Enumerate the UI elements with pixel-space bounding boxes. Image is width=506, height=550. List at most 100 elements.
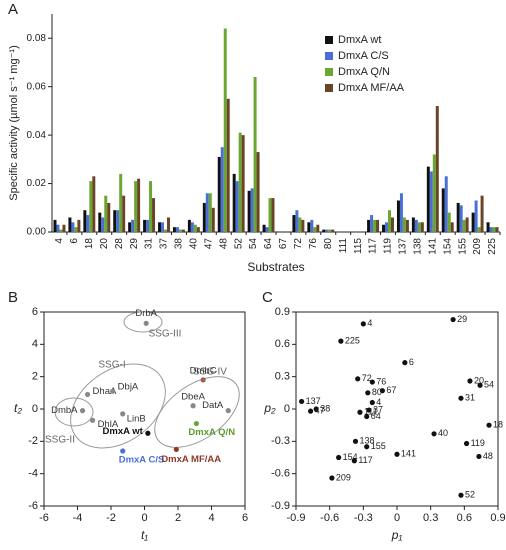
x-tick-label: 72 — [293, 238, 304, 250]
point — [190, 403, 196, 409]
bar — [119, 173, 123, 232]
bar — [83, 210, 87, 232]
bar — [310, 219, 314, 232]
y-tick-label: -4 — [28, 468, 38, 480]
point — [467, 378, 473, 384]
bar — [232, 173, 236, 232]
group-ellipse — [54, 397, 94, 427]
bar — [220, 147, 224, 232]
x-tick-label: 80 — [323, 238, 334, 250]
point — [463, 440, 470, 447]
point-label: 37 — [373, 404, 383, 414]
x-tick-label: -0.6 — [320, 512, 339, 524]
point — [84, 391, 91, 398]
bar — [405, 219, 409, 232]
bar — [74, 227, 78, 232]
bar — [399, 193, 403, 232]
bar — [298, 217, 302, 232]
x-tick-label: 6 — [242, 512, 248, 524]
point-label: DmbC — [190, 365, 217, 376]
point — [486, 422, 492, 428]
x-tick-label: -2 — [106, 512, 116, 524]
x-tick-label: 52 — [233, 238, 244, 250]
bar — [77, 219, 81, 232]
bar — [471, 212, 475, 232]
point — [431, 431, 437, 437]
bar — [444, 176, 448, 232]
bar — [116, 210, 120, 232]
y-tick-label: 6 — [32, 306, 38, 318]
bar — [373, 219, 377, 232]
x-tick-label: 37 — [159, 238, 170, 250]
x-tick-label: 155 — [457, 238, 468, 255]
bar — [429, 171, 433, 232]
y-tick-label: 0.04 — [27, 130, 47, 141]
bar — [238, 132, 242, 232]
point — [225, 408, 231, 414]
point — [89, 417, 96, 423]
x-tick-label: 31 — [144, 238, 155, 250]
x-tick-label: 117 — [368, 238, 379, 254]
bar — [89, 181, 93, 232]
y-tick-label: 0.00 — [27, 227, 47, 238]
y-tick-label: -0.3 — [271, 435, 290, 447]
bar — [256, 152, 260, 232]
bar — [134, 181, 138, 232]
bar — [235, 181, 239, 232]
y-tick-label: -0.6 — [271, 468, 290, 480]
point — [143, 320, 149, 326]
bar — [193, 224, 197, 232]
point-label: 6 — [409, 357, 414, 367]
bar — [158, 222, 162, 232]
bar — [414, 219, 418, 232]
bar — [250, 188, 254, 232]
y-tick-label: 0 — [284, 403, 290, 415]
point-label: 54 — [484, 380, 494, 390]
bar — [104, 195, 108, 232]
bar — [316, 224, 320, 232]
point — [458, 395, 464, 401]
bar — [211, 207, 215, 232]
point — [369, 399, 375, 406]
panel-letter: A — [8, 1, 18, 18]
point — [402, 360, 408, 366]
point — [379, 388, 386, 394]
point — [193, 420, 200, 427]
x-tick-label: 138 — [413, 238, 424, 255]
bar — [262, 224, 266, 232]
bar — [122, 195, 126, 232]
point — [313, 406, 319, 412]
x-tick-label: 6 — [69, 238, 80, 244]
bar — [325, 229, 329, 232]
point — [476, 453, 482, 460]
bar — [265, 227, 269, 232]
x-tick-label: 20 — [99, 238, 110, 250]
bar — [86, 215, 90, 232]
point — [120, 448, 126, 454]
y-tick-label: 0.9 — [275, 306, 290, 318]
y-tick-label: 0.6 — [275, 338, 290, 350]
point-label: 4 — [376, 397, 381, 407]
bar — [480, 195, 484, 232]
bar — [223, 28, 227, 233]
bar — [175, 227, 179, 232]
group-label: SSG-III — [149, 329, 182, 340]
point-label: 76 — [376, 376, 386, 386]
point-label: DhlA — [98, 419, 119, 430]
bar — [98, 212, 102, 232]
x-tick-label: 137 — [398, 238, 409, 255]
group-label: SSG-II — [45, 435, 75, 446]
point-label: DbjA — [118, 382, 139, 393]
point — [336, 454, 342, 461]
x-tick-label: -4 — [73, 512, 83, 524]
point-label: 29 — [457, 314, 467, 324]
x-tick-label: 0.9 — [490, 512, 505, 524]
y-tick-label: -2 — [28, 435, 38, 447]
bar — [131, 219, 135, 232]
bar — [447, 212, 451, 232]
x-tick-label: 28 — [114, 238, 125, 250]
point-label: 52 — [465, 490, 475, 500]
bar — [92, 176, 96, 232]
point — [110, 388, 116, 394]
point-label: 117 — [358, 455, 372, 465]
